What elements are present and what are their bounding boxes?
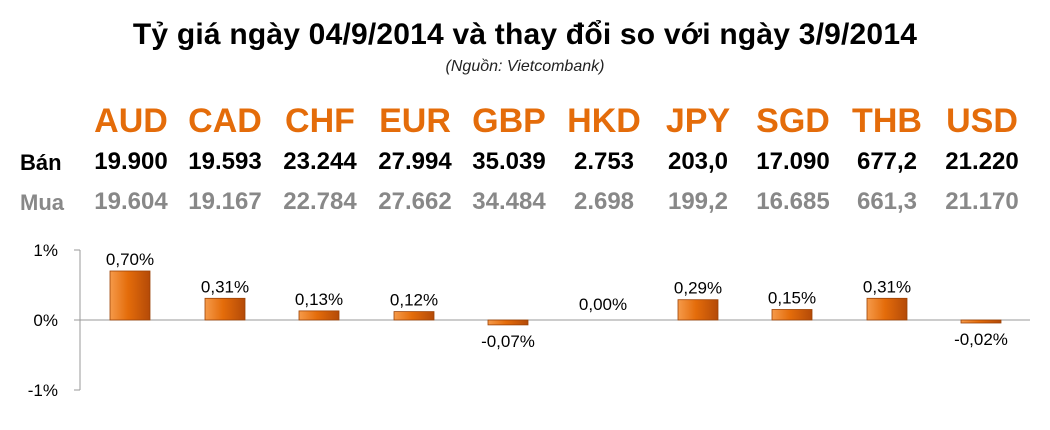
sell-rate: 677,2 bbox=[856, 148, 918, 175]
bar-jpy bbox=[677, 299, 719, 321]
y-tick-label: 1% bbox=[33, 241, 58, 260]
y-axis-ticks: 1% 0% -1% bbox=[28, 241, 80, 400]
data-label-hkd: 0,00% bbox=[579, 295, 627, 314]
bar-usd bbox=[960, 319, 1002, 324]
buy-row-label: Mua bbox=[20, 190, 64, 215]
bar-chf bbox=[298, 310, 340, 321]
data-label-eur: 0,12% bbox=[390, 291, 438, 310]
sell-row-label: Bán bbox=[20, 150, 62, 175]
sell-rate: 19.900 bbox=[94, 148, 168, 175]
buy-rate: 19.604 bbox=[94, 188, 168, 215]
currency-code: GBP bbox=[472, 102, 546, 140]
sell-rate: 2.753 bbox=[573, 148, 635, 175]
buy-rate: 2.698 bbox=[573, 188, 635, 215]
buy-rate: 21.170 bbox=[945, 188, 1019, 215]
buy-rate: 16.685 bbox=[756, 188, 830, 215]
sell-rate: 27.994 bbox=[378, 148, 452, 175]
currency-code: CAD bbox=[188, 102, 262, 140]
bar-gbp bbox=[487, 319, 529, 326]
buy-rate: 27.662 bbox=[378, 188, 452, 215]
currency-code: HKD bbox=[567, 102, 641, 140]
data-label-usd: -0,02% bbox=[954, 330, 1008, 349]
change-bar-chart: 1%0%-1% 0,70%0,31%0,13% 0,12%-0,07%0,00%0… bbox=[28, 241, 1030, 400]
data-label-jpy: 0,29% bbox=[674, 279, 722, 298]
buy-rate: 199,2 bbox=[667, 188, 729, 215]
currency-code: THB bbox=[852, 102, 922, 140]
bar-group bbox=[109, 270, 1002, 326]
sell-rate: 17.090 bbox=[756, 148, 830, 175]
data-label-group: 0,70% 0,31% 0,13% 0,12% -0,07% 0,00% 0,29% 0,15… bbox=[106, 250, 1008, 351]
data-label-cad: 0,31% bbox=[201, 277, 249, 296]
buy-rate: 19.167 bbox=[188, 188, 262, 215]
data-label-thb: 0,31% bbox=[863, 277, 911, 296]
currency-code: USD bbox=[946, 102, 1018, 140]
sell-rate: 21.220 bbox=[945, 148, 1019, 175]
buy-rate: 22.784 bbox=[283, 188, 357, 215]
currency-code: EUR bbox=[379, 102, 451, 140]
sell-rate: 19.593 bbox=[188, 148, 262, 175]
sell-rate: 203,0 bbox=[667, 148, 729, 175]
bar-thb bbox=[866, 297, 908, 321]
chart-title: Tỷ giá ngày 04/9/2014 và thay đổi so với… bbox=[132, 18, 918, 51]
sell-rate: 23.244 bbox=[283, 148, 357, 175]
buy-rate: 661,3 bbox=[856, 188, 918, 215]
currency-code: CHF bbox=[285, 102, 355, 140]
currency-code: SGD bbox=[756, 102, 830, 140]
bar-eur bbox=[393, 311, 435, 321]
data-label-aud: 0,70% bbox=[106, 250, 154, 269]
data-label-chf: 0,13% bbox=[295, 290, 343, 309]
bar-sgd bbox=[771, 309, 813, 321]
data-label-gbp: -0,07% bbox=[481, 332, 535, 351]
currency-code: JPY bbox=[665, 102, 731, 140]
buy-rate: 34.484 bbox=[472, 188, 546, 215]
source-note: (Nguồn: Vietcombank) bbox=[445, 58, 605, 75]
bar-aud bbox=[109, 270, 151, 321]
bar-cad bbox=[204, 297, 246, 321]
data-label-sgd: 0,15% bbox=[768, 289, 816, 308]
sell-rate: 35.039 bbox=[472, 148, 546, 175]
y-tick-label: 0% bbox=[33, 311, 58, 330]
currency-code: AUD bbox=[94, 102, 168, 140]
y-tick-label: -1% bbox=[28, 381, 58, 400]
